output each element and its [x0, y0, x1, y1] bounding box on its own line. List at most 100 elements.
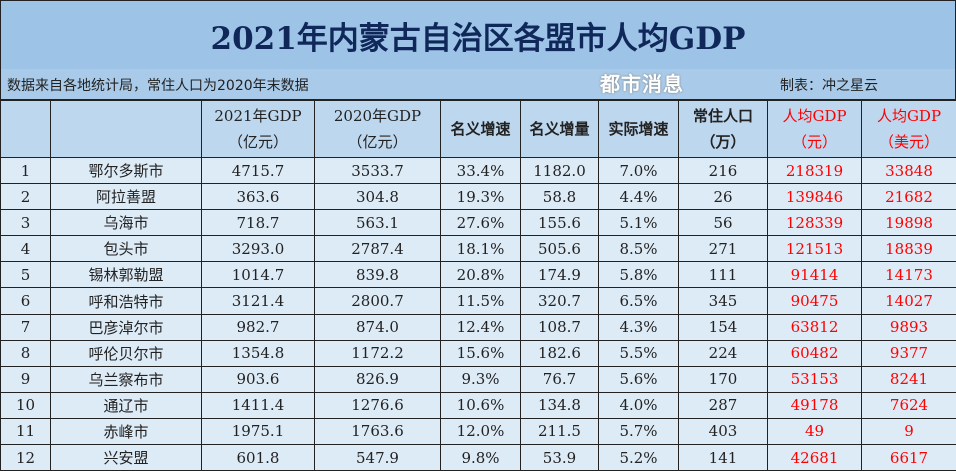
- table-cell: 通辽市: [50, 391, 202, 419]
- table-row: 7 巴彦淖尔市 982.7 874.0 12.4% 108.7 4.3% 154 63812 98…: [0, 313, 956, 341]
- header-row: 2021年GDP （亿元） 2020年GDP （亿元） 名义增速 名义增量 实际增速 常住人口…: [0, 100, 956, 158]
- table-cell: 4: [0, 235, 51, 263]
- table-cell: 8: [0, 339, 51, 367]
- column-header: [0, 100, 51, 158]
- header-line2: （元）: [791, 133, 837, 151]
- table-cell: 320.7: [520, 287, 599, 315]
- table-cell: 19898: [861, 209, 956, 237]
- table-cell: 718.7: [201, 209, 315, 237]
- table-cell: 27.6%: [440, 209, 521, 237]
- table-cell: 锡林郭勒盟: [50, 261, 202, 289]
- table-cell: 505.6: [520, 235, 599, 263]
- table-cell: 9893: [861, 313, 956, 341]
- table-cell: 547.9: [314, 444, 441, 471]
- table-cell: 19.3%: [440, 183, 521, 211]
- header-line2: （亿元）: [227, 133, 288, 151]
- table-cell: 5.5%: [598, 339, 679, 367]
- table-cell: 乌兰察布市: [50, 365, 202, 393]
- header-line1: 名义增量: [529, 120, 590, 138]
- table-cell: 12.0%: [440, 417, 521, 446]
- table-cell: 15.6%: [440, 339, 521, 367]
- table-cell: 56: [678, 209, 768, 237]
- table-title: 2021年内蒙古自治区各盟市人均GDP: [0, 0, 956, 70]
- table-cell: 108.7: [520, 313, 599, 341]
- table-cell: 18839: [861, 235, 956, 263]
- table-cell: 363.6: [201, 183, 315, 211]
- table-cell: 53.9: [520, 444, 599, 471]
- header-line1: 人均GDP: [782, 107, 847, 125]
- table-cell: 218319: [767, 156, 862, 185]
- table-cell: 10: [0, 391, 51, 419]
- table-row: 2 阿拉善盟 363.6 304.8 19.3% 58.8 4.4% 26 139846 2168…: [0, 183, 956, 211]
- table-cell: 9.8%: [440, 444, 521, 471]
- table-cell: 5: [0, 261, 51, 289]
- header-line2: （亿元）: [347, 133, 408, 151]
- table-cell: 2787.4: [314, 235, 441, 263]
- column-header: 2020年GDP （亿元）: [314, 100, 441, 158]
- table-cell: 5.1%: [598, 209, 679, 237]
- table-cell: 21682: [861, 183, 956, 211]
- table-cell: 2800.7: [314, 287, 441, 315]
- header-line2: （万）: [700, 133, 746, 151]
- column-header: 实际增速: [598, 100, 679, 158]
- table-row: 11 赤峰市 1975.1 1763.6 12.0% 211.5 5.7% 403 49 9: [0, 417, 956, 446]
- table-row: 1 鄂尔多斯市 4715.7 3533.7 33.4% 1182.0 7.0% 216 2183…: [0, 156, 956, 185]
- table-cell: 10.6%: [440, 391, 521, 419]
- header-line1: 2020年GDP: [333, 107, 422, 125]
- subtitle-bar: 数据来自各地统计局，常住人口为2020年末数据 制表：冲之星云: [0, 69, 956, 100]
- table-cell: 5.2%: [598, 444, 679, 471]
- table-cell: 26: [678, 183, 768, 211]
- table-cell: 9: [0, 365, 51, 393]
- table-cell: 8.5%: [598, 235, 679, 263]
- table-cell: 乌海市: [50, 209, 202, 237]
- table-cell: 345: [678, 287, 768, 315]
- header-line1: 实际增速: [608, 120, 669, 138]
- table-cell: 12.4%: [440, 313, 521, 341]
- table-cell: 7.0%: [598, 156, 679, 185]
- table-cell: 20.8%: [440, 261, 521, 289]
- header-line1: 名义增速: [450, 120, 511, 138]
- table-cell: 6: [0, 287, 51, 315]
- table-cell: 1172.2: [314, 339, 441, 367]
- watermark: 都市消息: [600, 72, 684, 96]
- table-cell: 174.9: [520, 261, 599, 289]
- table-cell: 76.7: [520, 365, 599, 393]
- table-cell: 154: [678, 313, 768, 341]
- table-cell: 14027: [861, 287, 956, 315]
- table-cell: 33848: [861, 156, 956, 185]
- table-cell: 1182.0: [520, 156, 599, 185]
- table-row: 9 乌兰察布市 903.6 826.9 9.3% 76.7 5.6% 170 53153 8241: [0, 365, 956, 393]
- column-header: 2021年GDP （亿元）: [201, 100, 315, 158]
- header-line1: 人均GDP: [876, 107, 942, 125]
- table-cell: 呼和浩特市: [50, 287, 202, 315]
- table-cell: 58.8: [520, 183, 599, 211]
- table-cell: 121513: [767, 235, 862, 263]
- table-cell: 601.8: [201, 444, 315, 471]
- column-header: 名义增量: [520, 100, 599, 158]
- table-cell: 4.4%: [598, 183, 679, 211]
- table-cell: 12: [0, 444, 51, 471]
- table-cell: 826.9: [314, 365, 441, 393]
- table-cell: 903.6: [201, 365, 315, 393]
- gdp-table: 2021年GDP （亿元） 2020年GDP （亿元） 名义增速 名义增量 实际增速 常住人口…: [0, 100, 956, 471]
- table-cell: 1354.8: [201, 339, 315, 367]
- table-cell: 42681: [767, 444, 862, 471]
- table-cell: 287: [678, 391, 768, 419]
- table-cell: 9.3%: [440, 365, 521, 393]
- table-cell: 49: [767, 417, 862, 446]
- table-cell: 60482: [767, 339, 862, 367]
- table-cell: 211.5: [520, 417, 599, 446]
- table-cell: 182.6: [520, 339, 599, 367]
- table-cell: 4715.7: [201, 156, 315, 185]
- table-row: 3 乌海市 718.7 563.1 27.6% 155.6 5.1% 56 128339 1989…: [0, 209, 956, 237]
- table-cell: 1975.1: [201, 417, 315, 446]
- table-cell: 6.5%: [598, 287, 679, 315]
- table-row: 8 呼伦贝尔市 1354.8 1172.2 15.6% 182.6 5.5% 224 60482…: [0, 339, 956, 367]
- table-cell: 9377: [861, 339, 956, 367]
- source-note: 数据来自各地统计局，常住人口为2020年末数据: [7, 78, 309, 94]
- table-cell: 63812: [767, 313, 862, 341]
- author-note: 制表：冲之星云: [780, 78, 878, 94]
- table-cell: 1411.4: [201, 391, 315, 419]
- table-cell: 49178: [767, 391, 862, 419]
- table-cell: 134.8: [520, 391, 599, 419]
